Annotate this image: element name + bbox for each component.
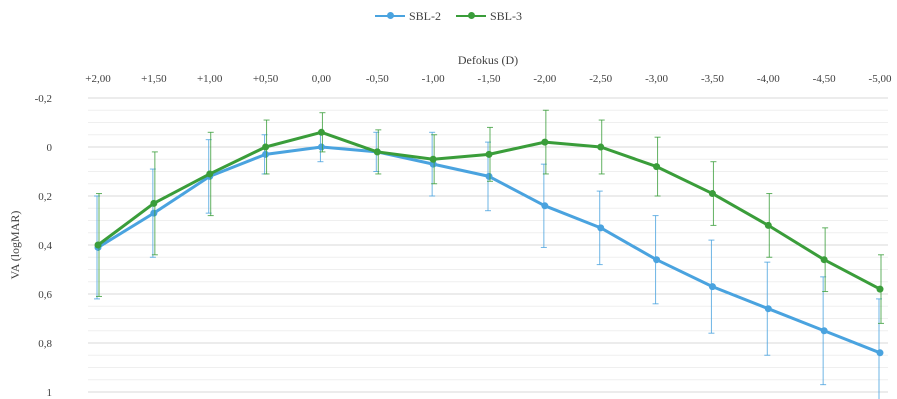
x-tick-label: +1,00 <box>197 73 223 85</box>
data-point-sbl-3 <box>764 221 772 229</box>
y-tick-label: 0 <box>47 142 53 154</box>
data-point-sbl-2 <box>597 224 605 232</box>
error-bars-sbl-3 <box>96 109 884 324</box>
data-point-sbl-2 <box>262 150 270 158</box>
x-tick-label: -3,50 <box>701 73 724 85</box>
data-point-sbl-2 <box>876 349 884 357</box>
data-point-sbl-3 <box>485 150 493 158</box>
x-tick-label: -4,50 <box>813 73 836 85</box>
series-layer <box>94 109 884 399</box>
y-tick-labels: -0,2 0 0,2 0,4 0,6 0,8 1 <box>35 93 53 399</box>
y-tick-label: 0,6 <box>38 289 52 301</box>
x-tick-label: +2,00 <box>85 73 111 85</box>
data-point-sbl-3 <box>820 256 828 264</box>
data-point-sbl-2 <box>541 202 549 210</box>
data-point-sbl-3 <box>262 143 270 151</box>
data-point-sbl-3 <box>373 148 381 156</box>
x-tick-label: +1,50 <box>141 73 167 85</box>
data-point-sbl-3 <box>876 285 884 293</box>
data-point-sbl-3 <box>317 128 325 136</box>
x-tick-label: -1,50 <box>478 73 501 85</box>
legend-label-sbl-3: SBL-3 <box>490 8 523 23</box>
series-sbl-3 <box>94 109 884 324</box>
y-tick-label: 0,8 <box>38 338 52 350</box>
x-tick-label: 0,00 <box>312 73 332 85</box>
x-tick-label: -3,00 <box>645 73 668 85</box>
legend-label-sbl-2: SBL-2 <box>408 8 441 23</box>
y-tick-label: 1 <box>47 387 53 399</box>
data-point-sbl-3 <box>150 199 158 207</box>
data-point-sbl-2 <box>764 305 772 313</box>
x-tick-label: -2,00 <box>533 73 556 85</box>
x-tick-label: +0,50 <box>253 73 279 85</box>
data-point-sbl-3 <box>597 143 605 151</box>
x-tick-label: -5,00 <box>869 73 892 85</box>
data-point-sbl-3 <box>206 170 214 178</box>
data-point-sbl-3 <box>94 241 102 249</box>
data-point-sbl-3 <box>708 190 716 198</box>
y-tick-label: -0,2 <box>35 93 52 105</box>
y-axis-title: VA (logMAR) <box>8 211 22 280</box>
x-tick-label: -2,50 <box>589 73 612 85</box>
data-point-sbl-2 <box>708 283 716 291</box>
data-point-sbl-2 <box>485 172 493 180</box>
y-tick-label: 0,4 <box>38 240 52 252</box>
legend-swatch-sbl-2 <box>374 12 405 19</box>
x-tick-label: -1,00 <box>422 73 445 85</box>
data-point-sbl-2 <box>429 160 437 168</box>
x-tick-labels: +2,00 +1,50 +1,00 +0,50 0,00 -0,50 -1,00 -1,50 -… <box>85 73 892 85</box>
data-point-sbl-3 <box>429 155 437 163</box>
data-point-sbl-2 <box>820 327 828 335</box>
x-tick-label: -0,50 <box>366 73 389 85</box>
y-tick-label: 0,2 <box>38 191 52 203</box>
legend: SBL-2 SBL-3 <box>0 6 897 24</box>
legend-item-sbl-2[interactable]: SBL-2 <box>374 8 441 24</box>
data-point-sbl-2 <box>150 209 158 217</box>
data-point-sbl-2 <box>317 143 325 151</box>
x-tick-label: -4,00 <box>757 73 780 85</box>
legend-item-sbl-3[interactable]: SBL-3 <box>456 9 522 24</box>
data-point-sbl-2 <box>653 256 661 264</box>
data-point-sbl-3 <box>653 163 661 171</box>
data-point-sbl-3 <box>541 138 549 146</box>
legend-swatch-sbl-3 <box>456 12 486 19</box>
x-axis-title: Defokus (D) <box>458 53 518 67</box>
